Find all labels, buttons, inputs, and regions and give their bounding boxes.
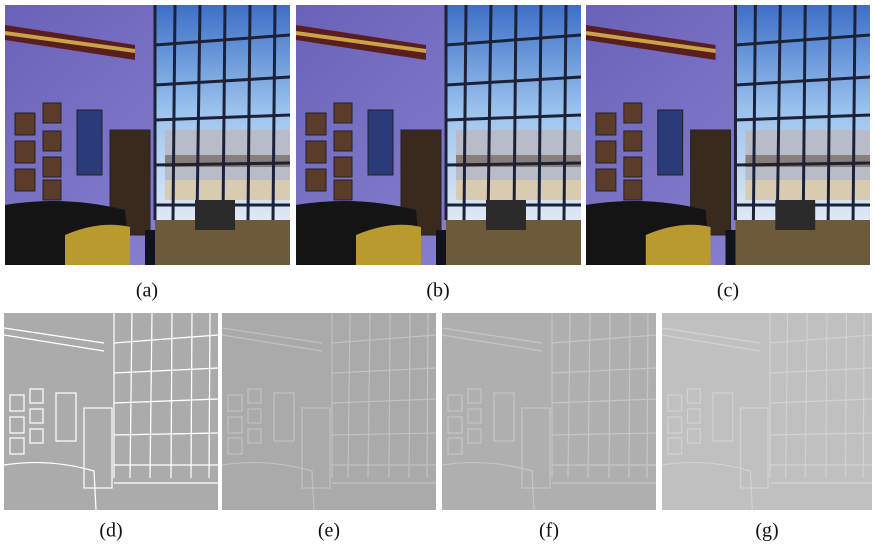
- edge-map: [662, 313, 872, 510]
- photo: [586, 5, 870, 265]
- figure: (a) (b) (c) (d) (e) (f) (g): [0, 0, 874, 550]
- panel-label: (a): [136, 280, 158, 302]
- panel-label: (g): [755, 520, 778, 542]
- panel-label: (d): [99, 520, 122, 542]
- panel-label: (b): [426, 280, 449, 302]
- edge-map: [4, 313, 218, 510]
- photo: [5, 5, 290, 265]
- panel-label: (f): [539, 520, 559, 542]
- photo: [296, 5, 581, 265]
- panel-label: (c): [717, 280, 739, 302]
- edge-map: [442, 313, 656, 510]
- edge-map: [222, 313, 436, 510]
- panel-label: (e): [318, 520, 340, 542]
